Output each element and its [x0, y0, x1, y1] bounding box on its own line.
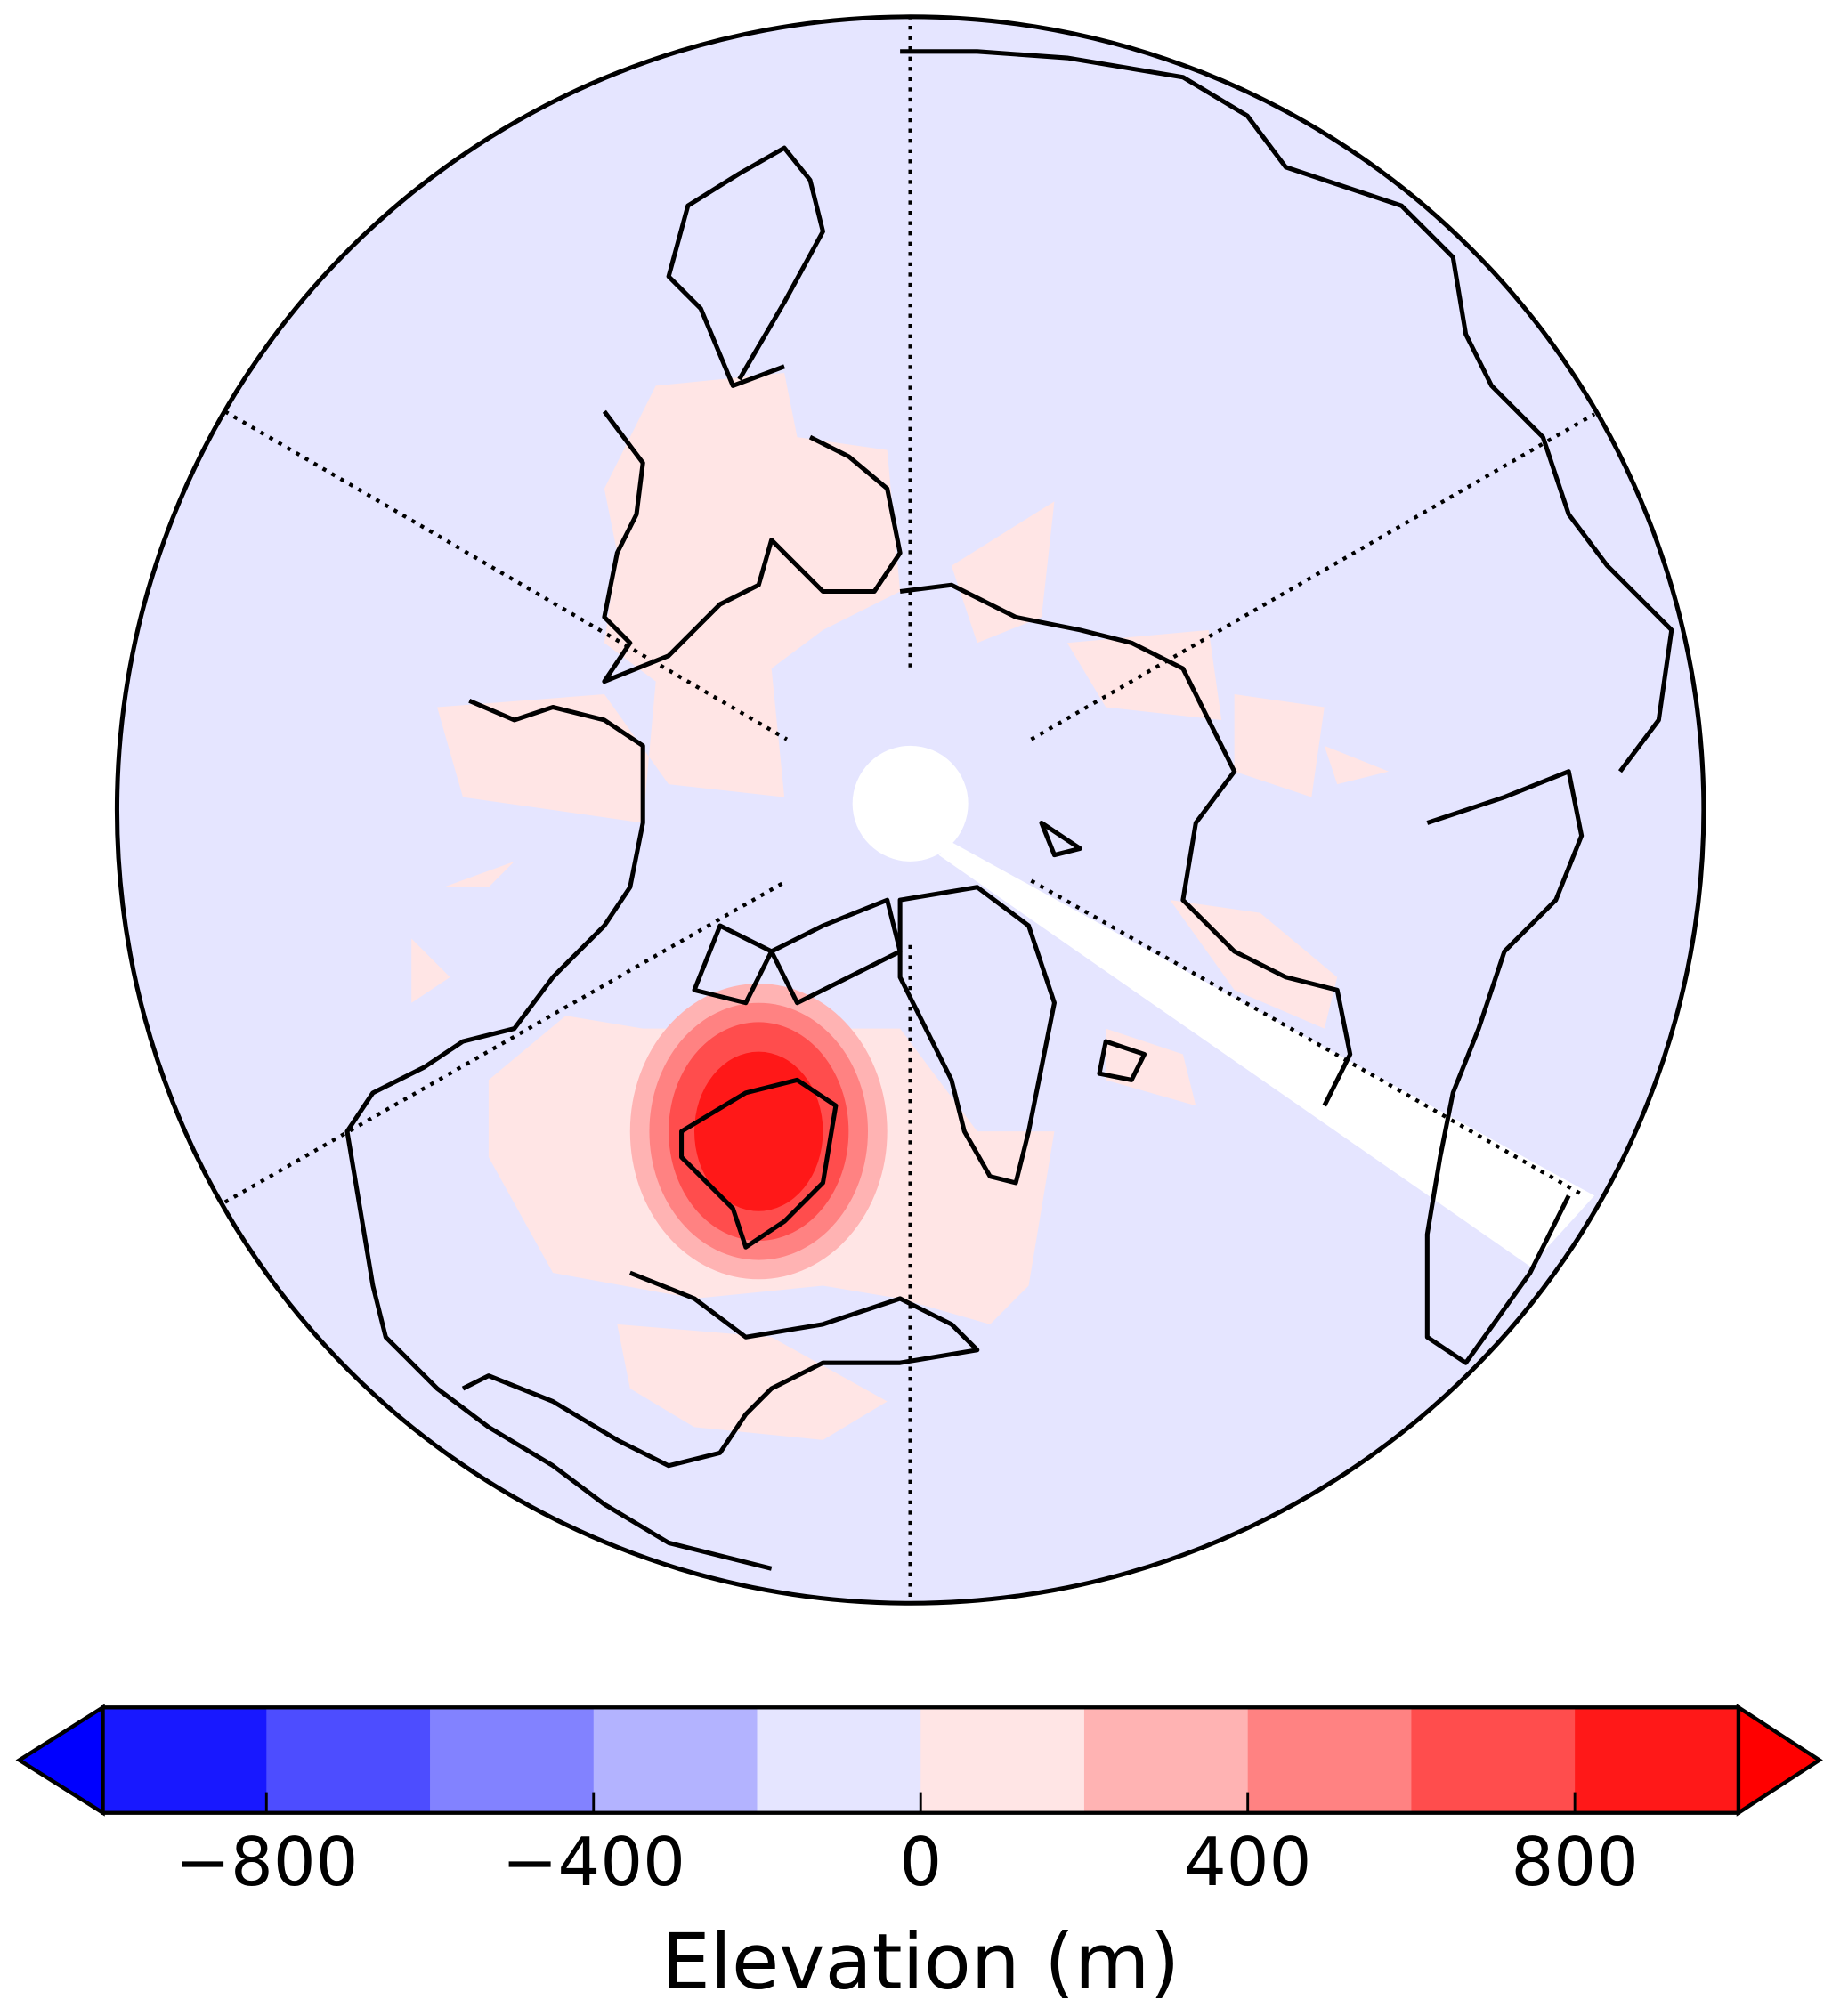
coastlines — [344, 49, 1674, 1571]
meridians — [223, 16, 1596, 1604]
field-region — [437, 372, 901, 823]
colorbar-segment — [593, 1707, 758, 1813]
globe-outline — [114, 14, 1706, 1606]
colorbar: −800 −400 0 400 800 — [15, 1704, 1823, 1901]
colorbar-extend-low — [15, 1704, 105, 1817]
colorbar-segment — [1411, 1707, 1576, 1813]
map — [117, 16, 1704, 1604]
colorbar-segment — [102, 1707, 268, 1813]
colorbar-segment — [1247, 1707, 1413, 1813]
colorbar-segment — [430, 1707, 595, 1813]
elevation-field — [411, 372, 1389, 1440]
field-region — [411, 861, 888, 1440]
colorbar-segment — [1083, 1707, 1249, 1813]
field-region — [1106, 900, 1338, 1106]
colorbar-extend-high — [1736, 1704, 1823, 1817]
colorbar-segment — [920, 1707, 1085, 1813]
colorbar-segment — [266, 1707, 431, 1813]
field-region — [694, 1051, 823, 1211]
colorbar-tick-label: 0 — [899, 1823, 942, 1901]
colorbar-label: Elevation (m) — [661, 1918, 1179, 2007]
colorbar-tick-label: 400 — [1184, 1823, 1311, 1901]
colorbar-tick-label: −400 — [502, 1823, 685, 1901]
pole-hole — [852, 745, 969, 862]
field-region — [951, 501, 1389, 797]
colorbar-tick-label: 800 — [1511, 1823, 1638, 1901]
colorbar-tick-label: −800 — [174, 1823, 358, 1901]
missing-wedge — [938, 842, 1595, 1267]
colorbar-segment — [757, 1707, 921, 1813]
colorbar-segment — [1575, 1707, 1739, 1813]
